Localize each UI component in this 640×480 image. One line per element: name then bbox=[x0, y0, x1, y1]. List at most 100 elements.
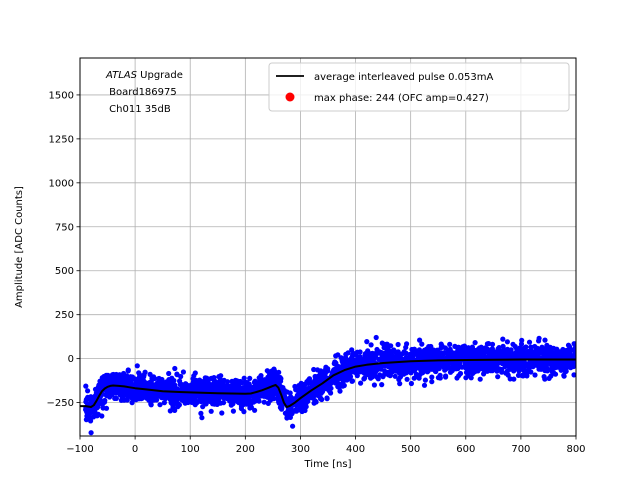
sample-point bbox=[318, 390, 324, 396]
sample-point bbox=[553, 353, 559, 359]
x-tick-label: 700 bbox=[511, 444, 530, 455]
x-tick-label: 300 bbox=[291, 444, 310, 455]
sample-point bbox=[293, 408, 300, 414]
sample-point bbox=[547, 361, 553, 367]
sample-point bbox=[234, 388, 240, 394]
sample-point bbox=[181, 396, 187, 402]
sample-point bbox=[271, 396, 277, 402]
x-tick-label: −100 bbox=[66, 444, 93, 455]
sample-point bbox=[228, 402, 234, 408]
y-tick-label: 250 bbox=[55, 310, 74, 321]
sample-point bbox=[99, 375, 105, 381]
sample-point bbox=[176, 402, 182, 408]
sample-point bbox=[502, 364, 508, 370]
sample-point bbox=[328, 390, 334, 396]
sample-point bbox=[305, 380, 311, 386]
sample-point bbox=[117, 372, 123, 378]
sample-point bbox=[353, 360, 359, 366]
sample-point bbox=[494, 368, 500, 374]
sample-point bbox=[266, 390, 272, 396]
sample-point bbox=[125, 394, 131, 400]
sample-point bbox=[333, 353, 339, 359]
sample-point bbox=[378, 350, 385, 356]
sample-point bbox=[379, 340, 385, 346]
annotation-line3: Ch011 35dB bbox=[106, 104, 171, 115]
sample-point bbox=[424, 365, 430, 371]
sample-point bbox=[362, 369, 368, 375]
sample-point bbox=[166, 370, 172, 377]
sample-point bbox=[94, 413, 100, 419]
sample-point bbox=[293, 387, 299, 393]
sample-point bbox=[447, 369, 454, 375]
sample-point bbox=[486, 341, 492, 347]
sample-point bbox=[558, 366, 564, 372]
sample-point bbox=[396, 376, 402, 383]
sample-point bbox=[256, 398, 262, 404]
sample-point bbox=[298, 383, 304, 389]
sample-point bbox=[261, 399, 267, 405]
sample-point bbox=[538, 349, 544, 355]
average-pulse-layer bbox=[80, 358, 576, 408]
sample-point bbox=[505, 372, 511, 378]
sample-point bbox=[439, 362, 445, 368]
sample-point bbox=[384, 341, 390, 347]
sample-point bbox=[150, 397, 156, 403]
sample-point bbox=[404, 376, 410, 382]
sample-point bbox=[525, 353, 531, 359]
sample-point bbox=[349, 378, 356, 384]
sample-point bbox=[325, 368, 331, 374]
sample-point bbox=[440, 351, 446, 357]
sample-point bbox=[472, 340, 478, 346]
sample-point bbox=[447, 341, 453, 347]
sample-point bbox=[383, 353, 389, 359]
sample-point bbox=[84, 413, 90, 419]
sample-point bbox=[224, 379, 231, 385]
sample-point bbox=[346, 360, 352, 366]
sample-point bbox=[206, 386, 213, 392]
sample-point bbox=[207, 398, 213, 404]
x-tick-label: 400 bbox=[346, 444, 365, 455]
plot-frame bbox=[79, 57, 577, 437]
sample-point bbox=[429, 374, 435, 380]
sample-point bbox=[161, 400, 167, 406]
sample-point bbox=[235, 399, 241, 405]
sample-point bbox=[495, 360, 502, 366]
sample-point bbox=[220, 384, 226, 391]
sample-point bbox=[573, 341, 576, 347]
x-axis-ticks: −100 0 100 200 300 400 500 600 700 800 bbox=[66, 436, 586, 455]
sample-point bbox=[123, 373, 129, 379]
sample-point bbox=[99, 413, 105, 419]
sample-point bbox=[230, 408, 236, 414]
sample-point bbox=[231, 382, 238, 388]
x-axis-label: Time [ns] bbox=[303, 459, 351, 470]
x-tick-label: 800 bbox=[566, 444, 585, 455]
sample-point bbox=[100, 405, 106, 411]
sample-point bbox=[125, 367, 131, 373]
sample-point bbox=[518, 341, 525, 347]
sample-point bbox=[569, 361, 575, 368]
sample-point bbox=[452, 343, 458, 349]
sample-point bbox=[350, 352, 356, 358]
sample-point bbox=[205, 393, 211, 399]
sample-point bbox=[401, 361, 408, 367]
sample-point bbox=[368, 375, 374, 381]
sample-point bbox=[236, 383, 242, 389]
sample-point bbox=[489, 341, 496, 347]
sample-point bbox=[194, 385, 200, 391]
sample-point bbox=[219, 410, 225, 416]
sample-point bbox=[411, 375, 417, 381]
sample-point bbox=[434, 366, 440, 372]
sample-point bbox=[511, 360, 517, 367]
sample-point bbox=[297, 391, 303, 397]
x-tick-label: 600 bbox=[456, 444, 475, 455]
sample-point bbox=[461, 343, 468, 349]
sample-point bbox=[551, 345, 557, 351]
sample-point bbox=[290, 423, 296, 429]
sample-point bbox=[198, 410, 204, 416]
sample-point bbox=[510, 352, 516, 358]
sample-point bbox=[311, 366, 317, 373]
sample-point bbox=[495, 374, 501, 380]
sample-point bbox=[419, 341, 425, 347]
sample-point bbox=[174, 371, 180, 377]
sample-point bbox=[511, 365, 517, 371]
